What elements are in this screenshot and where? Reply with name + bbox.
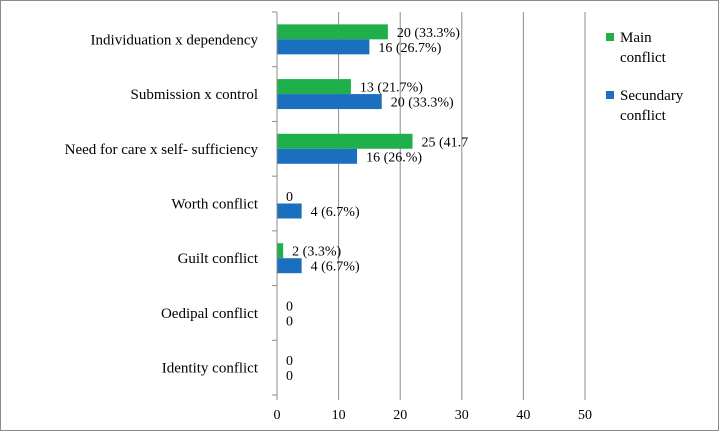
x-tick-label: 20 bbox=[393, 408, 407, 423]
category-label: Individuation x dependency bbox=[91, 32, 259, 48]
tick-labels: 0 10 20 30 40 50 bbox=[274, 408, 593, 423]
x-tick-label: 30 bbox=[455, 408, 469, 423]
legend-label: conflict bbox=[620, 108, 667, 124]
x-tick-label: 0 bbox=[274, 408, 281, 423]
x-tick-label: 40 bbox=[516, 408, 530, 423]
legend: Main conflict Secundary conflict bbox=[606, 30, 684, 124]
category-labels: Individuation x dependency Submission x c… bbox=[65, 32, 259, 376]
data-label-secundary: 0 bbox=[286, 314, 293, 329]
data-label-main: 2 (3.3%) bbox=[292, 245, 341, 260]
data-label-main: 20 (33.3%) bbox=[397, 26, 460, 41]
legend-swatch-secundary bbox=[606, 91, 614, 99]
data-label-secundary: 16 (26.7%) bbox=[378, 41, 441, 56]
bars bbox=[277, 24, 413, 274]
legend-swatch-main bbox=[606, 33, 614, 41]
bar-secundary-conflict bbox=[277, 203, 302, 219]
bar-main-conflict bbox=[277, 24, 388, 40]
data-label-main: 0 bbox=[286, 354, 293, 369]
bar-secundary-conflict bbox=[277, 39, 370, 55]
x-tick-label: 50 bbox=[578, 408, 592, 423]
category-label: Need for care x self- sufficiency bbox=[65, 142, 259, 158]
legend-label: conflict bbox=[620, 50, 667, 66]
data-label-main: 0 bbox=[286, 190, 293, 205]
data-label-main: 13 (21.7%) bbox=[360, 81, 423, 96]
bar-main-conflict bbox=[277, 243, 284, 259]
legend-label: Main bbox=[620, 30, 652, 46]
data-labels: 20 (33.3%)16 (26.7%)13 (21.7%)20 (33.3%)… bbox=[286, 26, 468, 384]
bar-secundary-conflict bbox=[277, 148, 358, 164]
data-label-secundary: 20 (33.3%) bbox=[391, 96, 454, 111]
legend-label: Secundary bbox=[620, 88, 684, 104]
category-label: Oedipal conflict bbox=[161, 306, 259, 322]
category-label: Identity conflict bbox=[162, 361, 259, 377]
category-label: Worth conflict bbox=[171, 197, 259, 213]
data-label-secundary: 16 (26.%) bbox=[366, 150, 422, 165]
data-label-secundary: 4 (6.7%) bbox=[311, 205, 360, 220]
gridlines bbox=[338, 12, 586, 395]
data-label-secundary: 4 (6.7%) bbox=[311, 260, 360, 275]
bar-secundary-conflict bbox=[277, 258, 302, 274]
category-label: Submission x control bbox=[130, 87, 258, 103]
bar-main-conflict bbox=[277, 79, 351, 95]
data-label-secundary: 0 bbox=[286, 369, 293, 384]
bar-secundary-conflict bbox=[277, 94, 382, 110]
category-label: Guilt conflict bbox=[178, 251, 259, 267]
x-tick-label: 10 bbox=[332, 408, 346, 423]
data-label-main: 0 bbox=[286, 299, 293, 314]
data-label-main: 25 (41.7 bbox=[422, 135, 469, 150]
bar-main-conflict bbox=[277, 133, 413, 149]
axes bbox=[272, 11, 586, 400]
